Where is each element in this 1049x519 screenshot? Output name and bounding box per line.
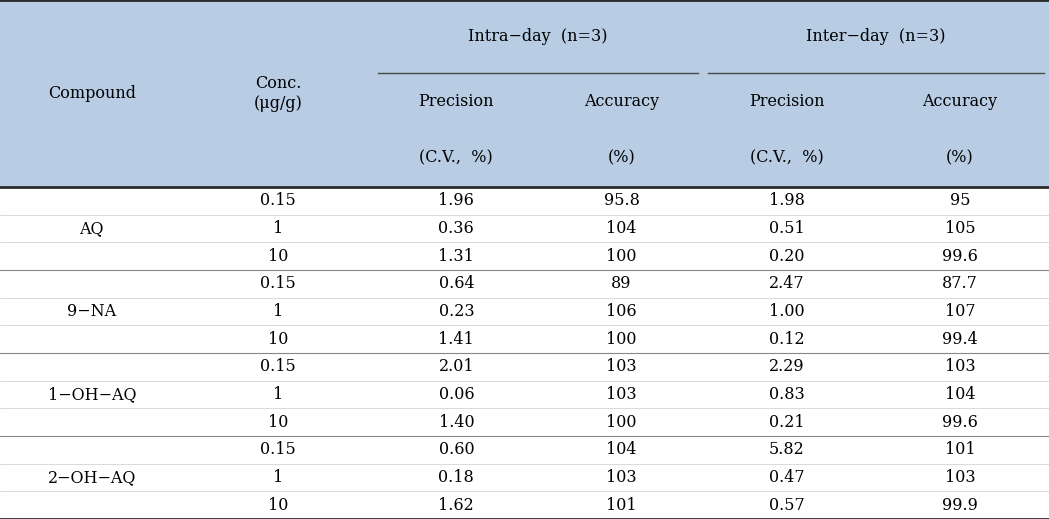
Text: Compound: Compound — [48, 85, 135, 102]
Text: 106: 106 — [606, 303, 637, 320]
Text: 103: 103 — [606, 358, 637, 375]
Text: 99.6: 99.6 — [942, 248, 978, 265]
Text: 100: 100 — [606, 248, 637, 265]
Text: 95: 95 — [949, 192, 970, 209]
Text: 99.6: 99.6 — [942, 414, 978, 431]
Text: 10: 10 — [267, 331, 288, 348]
Text: 2−OH−AQ: 2−OH−AQ — [47, 469, 136, 486]
Text: 1.40: 1.40 — [438, 414, 474, 431]
Text: 107: 107 — [944, 303, 976, 320]
Text: Accuracy: Accuracy — [922, 93, 998, 110]
Text: 105: 105 — [944, 220, 976, 237]
Text: 1: 1 — [273, 220, 283, 237]
Text: 0.15: 0.15 — [260, 275, 296, 292]
Text: AQ: AQ — [80, 220, 104, 237]
Text: 0.64: 0.64 — [438, 275, 474, 292]
Text: 103: 103 — [606, 386, 637, 403]
Text: 103: 103 — [944, 358, 976, 375]
Text: 0.18: 0.18 — [438, 469, 474, 486]
Text: 99.4: 99.4 — [942, 331, 978, 348]
Text: Precision: Precision — [419, 93, 494, 110]
Text: 101: 101 — [944, 441, 976, 458]
Text: 1: 1 — [273, 386, 283, 403]
Text: (C.V.,  %): (C.V., %) — [750, 150, 823, 167]
Text: 1.98: 1.98 — [769, 192, 805, 209]
Bar — [0, 130, 1049, 187]
Text: 0.20: 0.20 — [769, 248, 805, 265]
Text: 1.62: 1.62 — [438, 497, 474, 514]
Text: 0.15: 0.15 — [260, 441, 296, 458]
Text: 10: 10 — [267, 497, 288, 514]
Text: 95.8: 95.8 — [603, 192, 640, 209]
Text: 104: 104 — [606, 220, 637, 237]
Text: 100: 100 — [606, 331, 637, 348]
Text: 0.60: 0.60 — [438, 441, 474, 458]
Text: 0.36: 0.36 — [438, 220, 474, 237]
Bar — [0, 73, 1049, 130]
Text: 1−OH−AQ: 1−OH−AQ — [47, 386, 136, 403]
Text: 2.47: 2.47 — [769, 275, 805, 292]
Text: 99.9: 99.9 — [942, 497, 978, 514]
Text: 87.7: 87.7 — [942, 275, 978, 292]
Text: 9−NA: 9−NA — [67, 303, 116, 320]
Text: 5.82: 5.82 — [769, 441, 805, 458]
Text: 89: 89 — [612, 275, 631, 292]
Text: 1: 1 — [273, 303, 283, 320]
Text: 10: 10 — [267, 414, 288, 431]
Text: 0.47: 0.47 — [769, 469, 805, 486]
Text: 0.21: 0.21 — [769, 414, 805, 431]
Text: (%): (%) — [946, 150, 973, 167]
Text: 0.12: 0.12 — [769, 331, 805, 348]
Text: 1.96: 1.96 — [438, 192, 474, 209]
Text: 10: 10 — [267, 248, 288, 265]
Text: 0.83: 0.83 — [769, 386, 805, 403]
Text: Conc.
(μg/g): Conc. (μg/g) — [254, 75, 302, 112]
Text: 0.15: 0.15 — [260, 358, 296, 375]
Text: 2.01: 2.01 — [438, 358, 474, 375]
Text: 2.29: 2.29 — [769, 358, 805, 375]
Text: 0.06: 0.06 — [438, 386, 474, 403]
Text: (C.V.,  %): (C.V., %) — [420, 150, 493, 167]
Text: 103: 103 — [944, 469, 976, 486]
Text: 103: 103 — [606, 469, 637, 486]
Text: Accuracy: Accuracy — [584, 93, 659, 110]
Text: 1.41: 1.41 — [438, 331, 474, 348]
Text: 0.51: 0.51 — [769, 220, 805, 237]
Bar — [0, 0, 1049, 73]
Text: 0.57: 0.57 — [769, 497, 805, 514]
Text: (%): (%) — [607, 150, 636, 167]
Text: Precision: Precision — [749, 93, 825, 110]
Text: 1.00: 1.00 — [769, 303, 805, 320]
Text: 1.31: 1.31 — [438, 248, 474, 265]
Text: 104: 104 — [606, 441, 637, 458]
Text: 0.15: 0.15 — [260, 192, 296, 209]
Text: 104: 104 — [944, 386, 976, 403]
Text: Intra−day  (n=3): Intra−day (n=3) — [468, 28, 607, 45]
Text: 0.23: 0.23 — [438, 303, 474, 320]
Text: 100: 100 — [606, 414, 637, 431]
Text: 1: 1 — [273, 469, 283, 486]
Text: 101: 101 — [606, 497, 637, 514]
Text: Inter−day  (n=3): Inter−day (n=3) — [807, 28, 945, 45]
